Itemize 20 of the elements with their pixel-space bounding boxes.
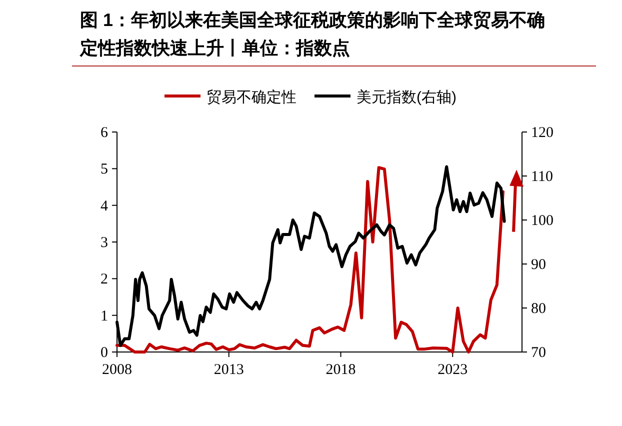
y2-tick-label: 70 bbox=[531, 345, 546, 361]
y-tick-label: 2 bbox=[100, 272, 108, 288]
x-tick-label: 2023 bbox=[438, 362, 468, 378]
y-tick-label: 3 bbox=[100, 235, 108, 251]
chart-title: 图 1：年初以来在美国全球征税政策的影响下全球贸易不确定性指数快速上升丨单位：指数点 bbox=[80, 9, 546, 60]
y-tick-label: 6 bbox=[100, 125, 108, 141]
x-tick-label: 2018 bbox=[326, 362, 356, 378]
y2-tick-label: 100 bbox=[531, 213, 554, 229]
y-tick-label: 4 bbox=[100, 198, 108, 214]
y-tick-label: 1 bbox=[100, 308, 108, 324]
x-tick-label: 2008 bbox=[102, 362, 132, 378]
y-tick-label: 5 bbox=[100, 162, 108, 178]
y2-tick-label: 90 bbox=[531, 257, 546, 273]
y-tick-label: 0 bbox=[100, 345, 108, 361]
y2-tick-label: 80 bbox=[531, 301, 546, 317]
legend-label: 美元指数(右轴) bbox=[356, 89, 456, 106]
x-tick-label: 2013 bbox=[214, 362, 244, 378]
legend-label: 贸易不确定性 bbox=[206, 89, 296, 106]
y2-tick-label: 110 bbox=[531, 169, 553, 185]
y2-tick-label: 120 bbox=[531, 125, 554, 141]
